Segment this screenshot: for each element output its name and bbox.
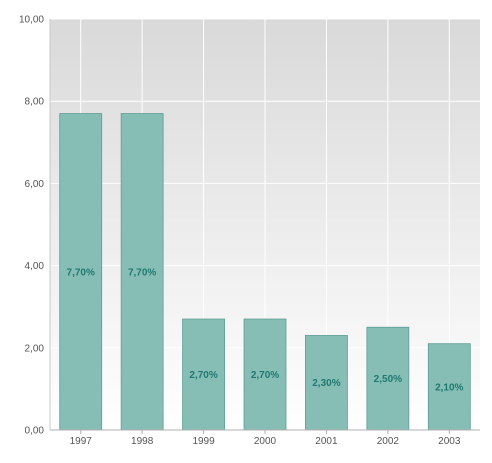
y-tick-label: 6,00 (25, 179, 45, 190)
y-tick-label: 8,00 (25, 97, 45, 108)
y-tick-label: 0,00 (25, 426, 45, 437)
data-label-2002: 2,50% (374, 374, 402, 385)
bar-1997 (59, 113, 103, 431)
x-tick-label: 2003 (438, 436, 461, 447)
data-label-2003: 2,10% (435, 382, 463, 393)
data-label-1997: 7,70% (67, 267, 95, 278)
bar-2003 (427, 343, 471, 431)
y-tick-label: 2,00 (25, 343, 45, 354)
x-tick-label: 1999 (192, 436, 215, 447)
y-tick-label: 10,00 (19, 15, 44, 26)
axes: 0,00 2,00 4,00 6,00 8,00 10,00 1997 1998 1999 200… (19, 15, 480, 447)
x-tick-label: 1997 (70, 436, 93, 447)
bars (59, 113, 471, 431)
data-labels: 7,70% 7,70% 2,70% 2,70% 2,30% 2,50% 2,10% (67, 267, 464, 393)
data-label-1999: 2,70% (189, 370, 217, 381)
x-tick-label: 1998 (131, 436, 154, 447)
x-tick-label: 2002 (377, 436, 400, 447)
bar-1998 (120, 113, 164, 431)
bar-2000 (243, 318, 287, 431)
bar-1999 (182, 318, 225, 431)
y-tick-label: 4,00 (25, 261, 45, 272)
x-tick-label: 2000 (254, 436, 277, 447)
data-label-1998: 7,70% (128, 267, 156, 278)
data-label-2000: 2,70% (251, 370, 279, 381)
data-label-2001: 2,30% (312, 378, 340, 389)
x-tick-label: 2001 (315, 436, 338, 447)
